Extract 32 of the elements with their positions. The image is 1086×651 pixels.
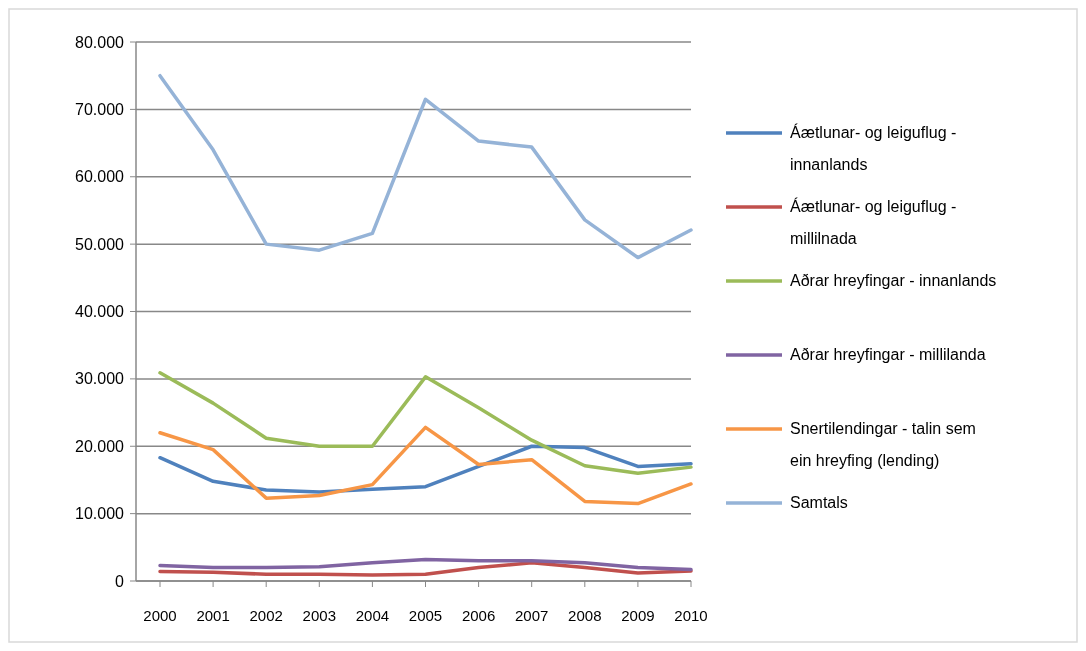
line-series — [158, 444, 693, 494]
y-tick-label: 50.000 — [75, 235, 125, 253]
legend-label: Aðrar hreyfingar - innanlands — [790, 272, 997, 289]
legend-label: Samtals — [790, 494, 848, 511]
y-tick-label: 40.000 — [75, 303, 125, 321]
x-tick-label: 2000 — [143, 607, 177, 624]
x-tick-label: 2007 — [515, 607, 549, 624]
line-series — [158, 561, 693, 577]
line-series — [158, 425, 693, 506]
x-tick-label: 2001 — [196, 607, 230, 624]
legend-label: Áætlunar- og leiguflug - millilnada — [790, 197, 957, 247]
x-tick-label: 2004 — [355, 607, 390, 624]
legend-label: Snertilendingar - talin sem ein hreyfing (lending) — [790, 420, 976, 469]
x-tick-label: 2005 — [408, 607, 443, 624]
x-tick-label: 2010 — [674, 607, 708, 624]
line-series — [158, 557, 693, 572]
x-tick-label: 2006 — [461, 607, 496, 624]
y-tick-label: 70.000 — [75, 100, 125, 118]
legend-label: Aðrar hreyfingar - millilanda — [790, 346, 986, 363]
y-tick-label: 20.000 — [75, 437, 125, 455]
y-tick-label: 30.000 — [75, 370, 125, 388]
y-tick-label: 0 — [115, 572, 125, 590]
x-tick-label: 2008 — [568, 607, 602, 624]
x-tick-label: 2002 — [249, 607, 283, 624]
line-series — [158, 371, 693, 475]
legend-label: Áætlunar- og leiguflug - innanlands — [790, 123, 957, 173]
y-tick-label: 80.000 — [75, 33, 125, 51]
x-tick-label: 2003 — [302, 607, 336, 624]
y-tick-label: 60.000 — [75, 168, 125, 186]
x-tick-label: 2009 — [621, 607, 655, 624]
y-tick-label: 10.000 — [75, 505, 125, 523]
line-series — [158, 73, 693, 260]
